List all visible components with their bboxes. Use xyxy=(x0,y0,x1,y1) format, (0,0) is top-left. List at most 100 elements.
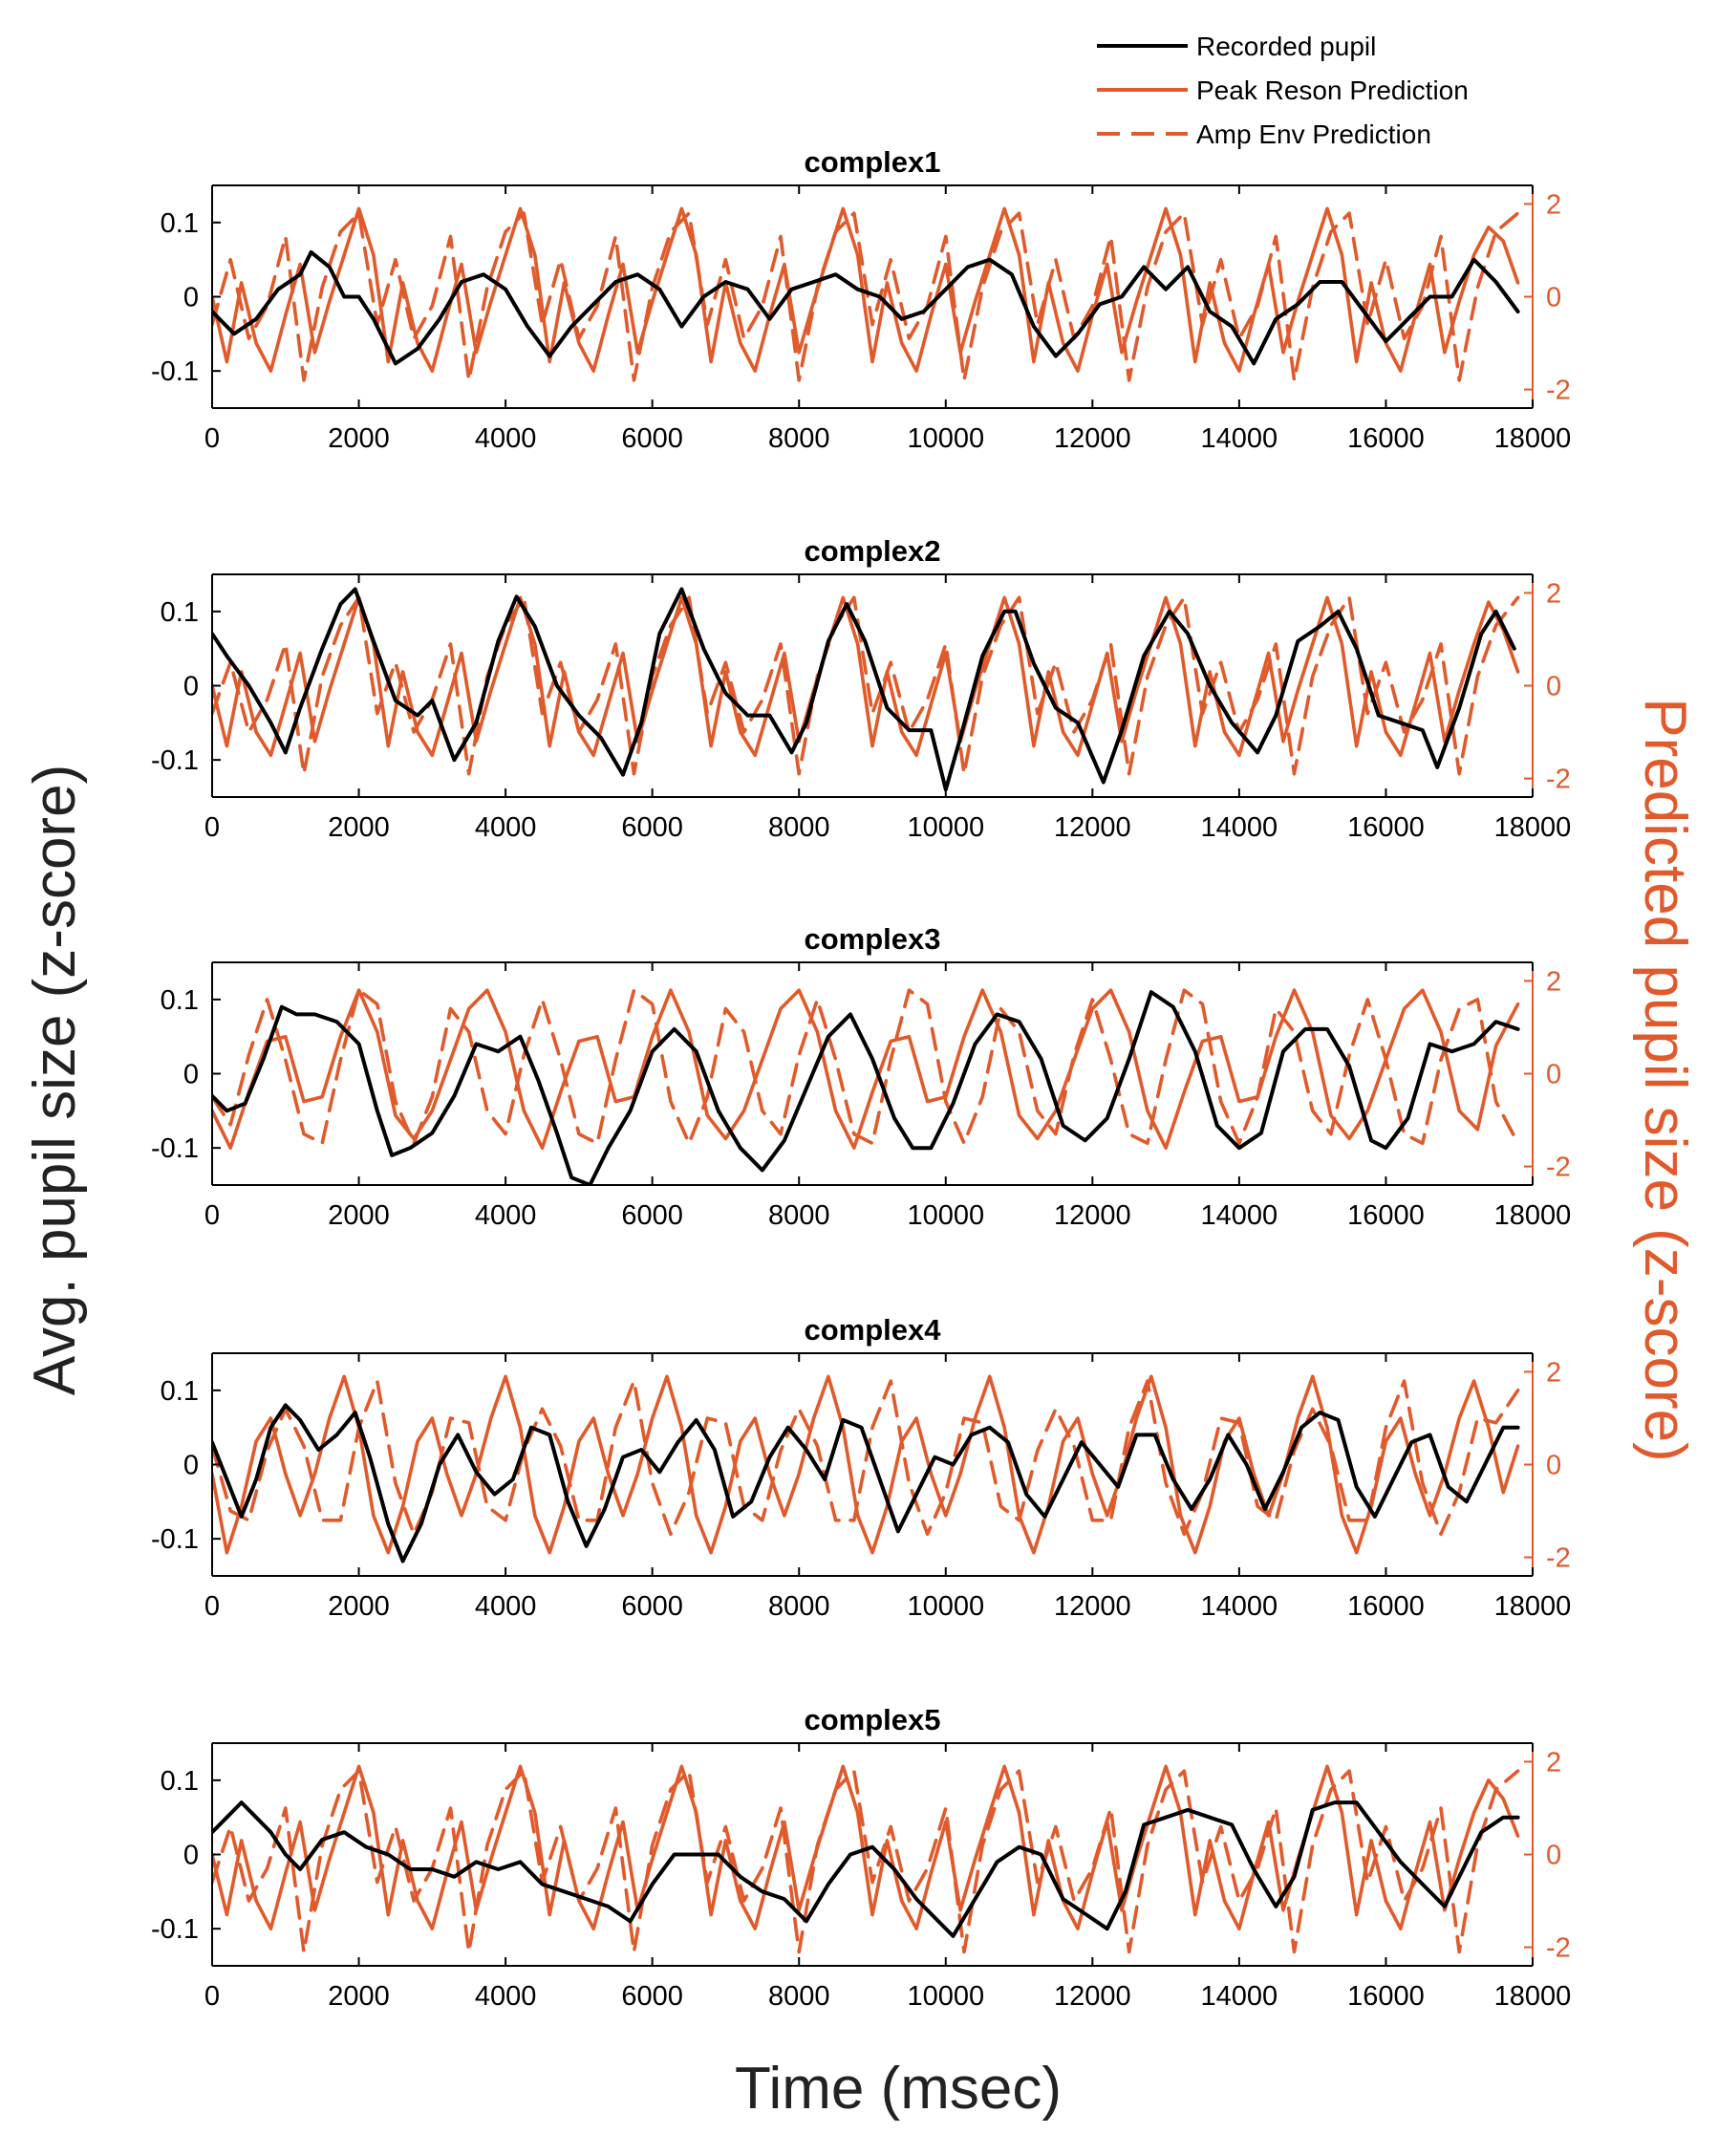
y-axis-title-right: Predicted pupil size (z-score) xyxy=(1632,698,1698,1461)
x-tick-label: 10000 xyxy=(907,1591,984,1622)
y-left-tick-label: 0.1 xyxy=(161,1766,199,1797)
x-tick-label: 14000 xyxy=(1201,812,1278,843)
series-group xyxy=(212,587,1520,792)
legend-label: Amp Env Prediction xyxy=(1196,119,1431,149)
x-tick-label: 12000 xyxy=(1054,1981,1131,2012)
x-tick-label: 2000 xyxy=(328,1981,390,2012)
x-tick-label: 4000 xyxy=(475,1591,537,1622)
x-tick-label: 2000 xyxy=(328,1591,390,1622)
x-tick-label: 0 xyxy=(204,812,220,843)
y-right-tick-label: 2 xyxy=(1546,1357,1561,1388)
panel-title: complex2 xyxy=(804,534,940,568)
x-tick-label: 0 xyxy=(204,1981,220,2012)
legend: Recorded pupil Peak Reson Prediction Amp E… xyxy=(1097,32,1469,149)
x-tick-label: 14000 xyxy=(1201,1200,1278,1231)
x-tick-label: 8000 xyxy=(768,1200,830,1231)
y-right-tick-label: 0 xyxy=(1546,1841,1561,1871)
y-left-tick-label: 0 xyxy=(183,283,199,313)
series-line-amp-env-prediction xyxy=(212,988,1520,1146)
y-right-tick-label: -2 xyxy=(1546,1543,1571,1574)
x-tick-label: 12000 xyxy=(1054,1591,1131,1622)
y-left-tick-label: 0.1 xyxy=(161,985,199,1016)
x-tick-label: 6000 xyxy=(621,423,683,454)
x-tick-label: 10000 xyxy=(907,812,984,843)
x-tick-label: 18000 xyxy=(1494,1591,1572,1622)
y-left-tick-label: -0.1 xyxy=(151,1133,199,1164)
panel-complex4: complex4 0 2000 4000 6000 8000 10000 12000 14000… xyxy=(151,1313,1571,1622)
legend-label: Peak Reson Prediction xyxy=(1196,75,1469,105)
x-tick-label: 6000 xyxy=(621,812,683,843)
y-right-tick-label: 2 xyxy=(1546,189,1561,220)
x-tick-label: 4000 xyxy=(475,1981,537,2012)
x-tick-label: 16000 xyxy=(1347,423,1425,454)
x-tick-label: 18000 xyxy=(1494,1200,1572,1231)
y-right-tick-label: -2 xyxy=(1546,376,1571,406)
x-tick-label: 4000 xyxy=(475,1200,537,1231)
y-left-tick-label: 0 xyxy=(183,1841,199,1871)
series-line-peak-reson-prediction xyxy=(212,1374,1520,1555)
x-tick-label: 16000 xyxy=(1347,1981,1425,2012)
y-left-tick-label: 0.1 xyxy=(161,597,199,628)
x-tick-label: 18000 xyxy=(1494,812,1572,843)
x-tick-label: 2000 xyxy=(328,812,390,843)
y-right-tick-label: -2 xyxy=(1546,1153,1571,1183)
x-tick-label: 12000 xyxy=(1054,423,1131,454)
y-left-tick-label: 0 xyxy=(183,1060,199,1090)
x-tick-label: 18000 xyxy=(1494,423,1572,454)
x-tick-label: 6000 xyxy=(621,1981,683,2012)
panel-complex2: complex2 0 2000 4000 6000 8000 10000 12000 14000… xyxy=(151,534,1571,843)
y-right-tick-label: 2 xyxy=(1546,966,1561,997)
x-tick-label: 0 xyxy=(204,1591,220,1622)
series-line-peak-reson-prediction xyxy=(212,206,1520,374)
x-tick-label: 8000 xyxy=(768,1981,830,2012)
x-tick-label: 14000 xyxy=(1201,423,1278,454)
panel-complex3: complex3 0 2000 4000 6000 8000 10000 12000 14000… xyxy=(151,922,1571,1231)
y-right-tick-label: -2 xyxy=(1546,765,1571,795)
y-right-tick-label: 0 xyxy=(1546,672,1561,702)
x-tick-label: 0 xyxy=(204,423,220,454)
series-line-recorded-pupil xyxy=(212,1403,1520,1563)
panel-title: complex1 xyxy=(804,145,940,179)
series-line-amp-env-prediction xyxy=(212,211,1520,382)
y-left-tick-label: 0.1 xyxy=(161,208,199,239)
x-tick-label: 10000 xyxy=(907,1200,984,1231)
series-line-recorded-pupil xyxy=(212,587,1516,792)
x-tick-label: 4000 xyxy=(475,812,537,843)
series-line-peak-reson-prediction xyxy=(212,988,1520,1150)
series-group xyxy=(212,988,1520,1185)
y-axis-title-left: Avg. pupil size (z-score) xyxy=(22,765,88,1395)
x-tick-label: 6000 xyxy=(621,1200,683,1231)
series-line-recorded-pupil xyxy=(212,249,1520,366)
series-line-amp-env-prediction xyxy=(212,1769,1520,1954)
x-tick-label: 16000 xyxy=(1347,812,1425,843)
x-tick-label: 12000 xyxy=(1054,812,1131,843)
x-tick-label: 16000 xyxy=(1347,1591,1425,1622)
x-tick-label: 0 xyxy=(204,1200,220,1231)
x-tick-label: 6000 xyxy=(621,1591,683,1622)
y-right-tick-label: 0 xyxy=(1546,283,1561,313)
x-tick-label: 10000 xyxy=(907,1981,984,2012)
x-tick-label: 8000 xyxy=(768,1591,830,1622)
panel-title: complex3 xyxy=(804,922,940,956)
x-axis-title: Time (msec) xyxy=(735,2056,1062,2122)
y-right-tick-label: 2 xyxy=(1546,578,1561,609)
panel-title: complex4 xyxy=(804,1313,941,1347)
panel-title: complex5 xyxy=(804,1703,940,1736)
panel-complex1: complex1 0 2000 4000 6000 8000 10000 12000 14000… xyxy=(151,145,1571,454)
x-tick-label: 8000 xyxy=(768,812,830,843)
y-right-tick-label: 0 xyxy=(1546,1451,1561,1481)
panel-complex5: complex5 0 2000 4000 6000 8000 10000 12000 14000… xyxy=(151,1703,1571,2012)
y-left-tick-label: 0 xyxy=(183,1451,199,1481)
series-line-recorded-pupil xyxy=(212,1800,1520,1938)
x-tick-label: 16000 xyxy=(1347,1200,1425,1231)
series-group xyxy=(212,206,1520,382)
x-tick-label: 8000 xyxy=(768,423,830,454)
x-tick-label: 12000 xyxy=(1054,1200,1131,1231)
y-left-tick-label: -0.1 xyxy=(151,356,199,387)
y-left-tick-label: 0.1 xyxy=(161,1376,199,1407)
y-left-tick-label: -0.1 xyxy=(151,1914,199,1945)
x-tick-label: 2000 xyxy=(328,423,390,454)
x-tick-label: 18000 xyxy=(1494,1981,1572,2012)
